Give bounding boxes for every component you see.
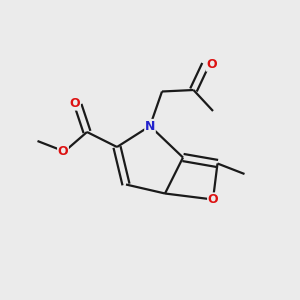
Text: O: O xyxy=(208,193,218,206)
Text: O: O xyxy=(58,145,68,158)
Text: N: N xyxy=(145,119,155,133)
Text: O: O xyxy=(206,58,217,71)
Text: O: O xyxy=(70,97,80,110)
